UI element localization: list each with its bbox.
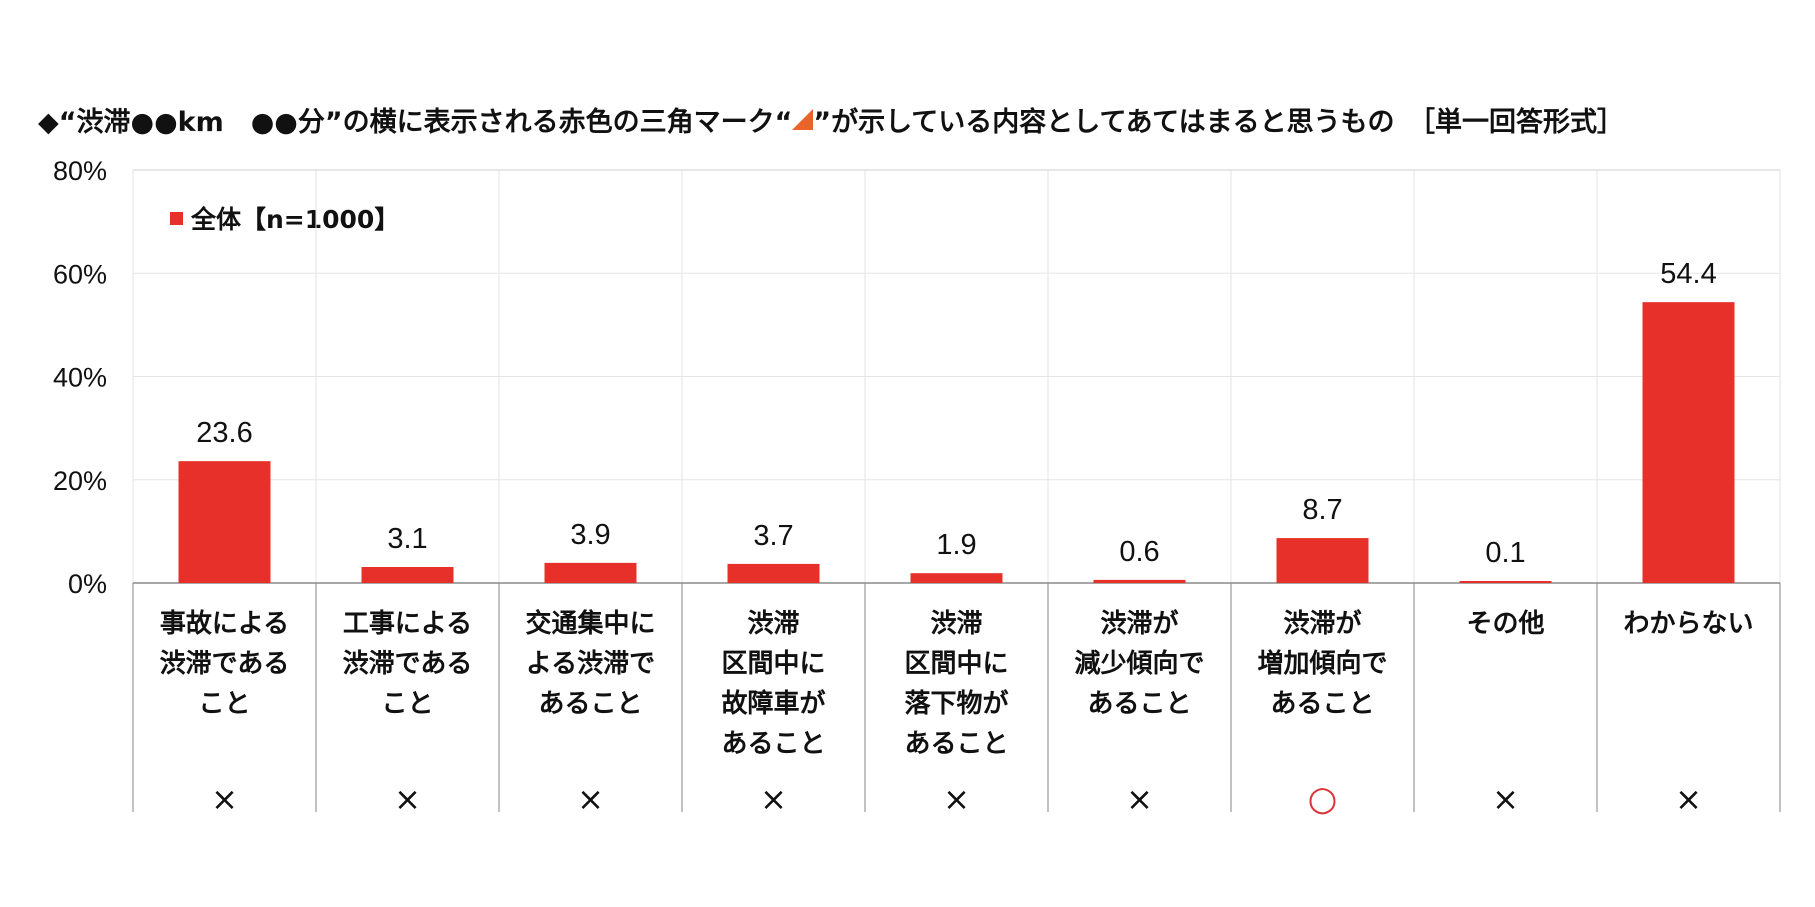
- bar: [1276, 538, 1369, 583]
- correct-mark: ○: [1308, 779, 1338, 819]
- category-label-line: 故障車が: [721, 688, 825, 719]
- category-label-line: こと: [198, 689, 250, 719]
- data-label: 3.7: [753, 520, 793, 552]
- category-label-line: 区間中に: [904, 649, 1008, 679]
- category-label-line: 交通集中に: [525, 608, 655, 639]
- bar: [1642, 302, 1735, 583]
- chart-title: ◆“渋滞●●km ●●分”の横に表示される赤色の三角マーク“ ”が示している内容と…: [38, 100, 1798, 139]
- data-label: 1.9: [936, 529, 976, 561]
- category-label-line: 渋滞が: [1100, 608, 1178, 639]
- y-tick-label: 60%: [53, 259, 107, 289]
- incorrect-mark: ×: [577, 780, 604, 818]
- category-label-line: あること: [904, 729, 1008, 759]
- data-label: 0.6: [1119, 536, 1159, 568]
- category-label-line: その他: [1466, 609, 1544, 639]
- legend: 全体【n=1000】: [170, 200, 399, 236]
- category-label-line: あること: [1087, 689, 1191, 719]
- incorrect-mark: ×: [760, 780, 787, 818]
- incorrect-mark: ×: [1492, 780, 1519, 818]
- data-label: 54.4: [1660, 258, 1716, 290]
- category-label-line: 渋滞: [747, 609, 799, 639]
- bar: [1459, 581, 1552, 583]
- incorrect-mark: ×: [211, 780, 238, 818]
- category-label-line: 渋滞である: [160, 649, 290, 679]
- category-label-line: 増加傾向で: [1257, 648, 1387, 679]
- category-label-line: あること: [538, 689, 642, 719]
- bar: [1093, 579, 1186, 583]
- incorrect-mark: ×: [1126, 780, 1153, 818]
- category-label: 工事による渋滞であること: [343, 609, 473, 719]
- bar: [361, 566, 454, 583]
- legend-swatch: [170, 211, 183, 225]
- category-label-line: 渋滞: [930, 609, 982, 639]
- chart-title-part-2: ”が示している内容としてあてはまると思うもの ［単一回答形式］: [813, 107, 1625, 138]
- category-label-line: 落下物が: [904, 688, 1008, 719]
- category-label-line: 減少傾向で: [1074, 648, 1204, 679]
- data-label: 8.7: [1302, 494, 1342, 526]
- category-label-line: あること: [721, 729, 825, 759]
- category-label: 渋滞が増加傾向であること: [1257, 608, 1387, 719]
- category-label-line: 事故による: [160, 609, 289, 639]
- bar: [178, 461, 271, 583]
- data-label: 3.9: [570, 519, 610, 551]
- category-label-line: こと: [381, 689, 433, 719]
- bar: [727, 563, 820, 583]
- chart-title-part-1: ◆“渋滞●●km ●●分”の横に表示される赤色の三角マーク“: [38, 107, 793, 138]
- category-label: 事故による渋滞であること: [160, 609, 290, 719]
- y-tick-label: 80%: [53, 156, 107, 186]
- category-label-line: 区間中に: [721, 649, 825, 679]
- data-label: 3.1: [387, 523, 427, 555]
- incorrect-mark: ×: [394, 780, 421, 818]
- category-label: 渋滞が減少傾向であること: [1074, 608, 1204, 719]
- category-label-line: よる渋滞で: [526, 649, 655, 679]
- category-label: わからない: [1623, 609, 1753, 639]
- category-label-line: 工事による: [343, 609, 472, 639]
- y-tick-label: 0%: [68, 569, 107, 599]
- category-label: 交通集中による渋滞であること: [525, 608, 655, 719]
- y-tick-label: 20%: [53, 466, 107, 496]
- category-label-line: 渋滞が: [1283, 608, 1361, 639]
- incorrect-mark: ×: [1675, 780, 1702, 818]
- red-triangle-icon: [792, 109, 814, 130]
- y-tick-label: 40%: [53, 363, 107, 393]
- category-label: 渋滞区間中に落下物があること: [904, 609, 1008, 759]
- legend-label: 全体【n=1000】: [191, 205, 400, 234]
- bar: [910, 573, 1003, 583]
- category-label-line: わからない: [1623, 609, 1753, 639]
- category-label-line: あること: [1270, 689, 1374, 719]
- category-label: 渋滞区間中に故障車があること: [721, 609, 825, 759]
- bar: [544, 562, 637, 583]
- data-label: 23.6: [196, 417, 252, 449]
- category-label-line: 渋滞である: [343, 649, 473, 679]
- data-label: 0.1: [1485, 537, 1525, 569]
- category-label: その他: [1466, 609, 1544, 639]
- incorrect-mark: ×: [943, 780, 970, 818]
